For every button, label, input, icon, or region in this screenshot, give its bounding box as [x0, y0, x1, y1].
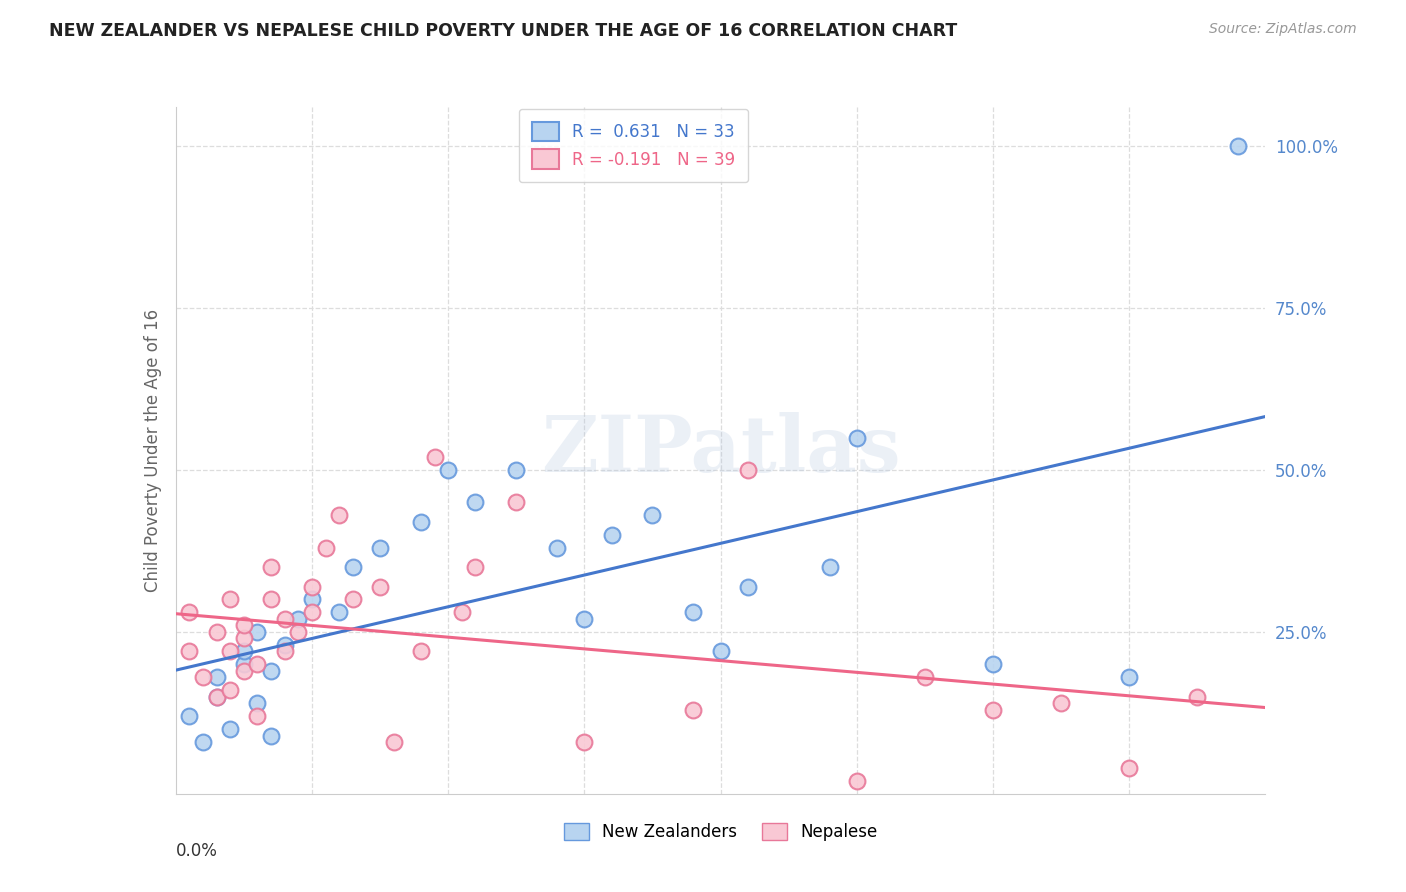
Point — [260, 729, 283, 743]
Point — [205, 690, 228, 704]
Point — [274, 638, 297, 652]
Point — [505, 463, 527, 477]
Point — [1118, 761, 1140, 775]
Point — [1187, 690, 1209, 704]
Legend: New Zealanders, Nepalese: New Zealanders, Nepalese — [557, 816, 884, 847]
Point — [1050, 696, 1073, 710]
Text: NEW ZEALANDER VS NEPALESE CHILD POVERTY UNDER THE AGE OF 16 CORRELATION CHART: NEW ZEALANDER VS NEPALESE CHILD POVERTY … — [49, 22, 957, 40]
Point — [437, 463, 460, 477]
Point — [845, 773, 868, 788]
Point — [232, 632, 254, 646]
Point — [505, 495, 527, 509]
Point — [641, 508, 664, 523]
Point — [246, 696, 269, 710]
Point — [328, 508, 350, 523]
Point — [368, 541, 391, 555]
Text: 0.0%: 0.0% — [176, 842, 218, 860]
Point — [232, 644, 254, 658]
Point — [219, 722, 242, 736]
Point — [423, 450, 446, 464]
Point — [409, 644, 432, 658]
Point — [205, 624, 228, 639]
Point — [287, 624, 309, 639]
Point — [315, 541, 337, 555]
Point — [682, 606, 704, 620]
Point — [328, 606, 350, 620]
Point — [737, 580, 759, 594]
Point — [464, 495, 486, 509]
Point — [1227, 139, 1250, 153]
Point — [246, 657, 269, 672]
Point — [274, 612, 297, 626]
Point — [574, 612, 596, 626]
Point — [342, 560, 364, 574]
Point — [737, 463, 759, 477]
Point — [818, 560, 841, 574]
Point — [205, 670, 228, 684]
Point — [574, 735, 596, 749]
Point — [914, 670, 936, 684]
Point — [600, 527, 623, 541]
Text: ZIPatlas: ZIPatlas — [541, 412, 900, 489]
Point — [219, 592, 242, 607]
Point — [191, 670, 214, 684]
Point — [301, 606, 323, 620]
Point — [682, 703, 704, 717]
Point — [382, 735, 405, 749]
Text: Source: ZipAtlas.com: Source: ZipAtlas.com — [1209, 22, 1357, 37]
Point — [191, 735, 214, 749]
Point — [246, 709, 269, 723]
Point — [274, 644, 297, 658]
Point — [368, 580, 391, 594]
Point — [260, 560, 283, 574]
Point — [546, 541, 568, 555]
Point — [710, 644, 733, 658]
Y-axis label: Child Poverty Under the Age of 16: Child Poverty Under the Age of 16 — [143, 309, 162, 592]
Point — [981, 703, 1004, 717]
Point — [409, 515, 432, 529]
Point — [342, 592, 364, 607]
Point — [287, 612, 309, 626]
Point — [179, 644, 201, 658]
Point — [260, 664, 283, 678]
Point — [246, 624, 269, 639]
Point — [179, 606, 201, 620]
Point — [179, 709, 201, 723]
Point — [845, 430, 868, 444]
Point — [464, 560, 486, 574]
Point — [301, 592, 323, 607]
Point — [219, 683, 242, 698]
Point — [219, 644, 242, 658]
Point — [232, 664, 254, 678]
Point — [260, 592, 283, 607]
Point — [301, 580, 323, 594]
Point — [450, 606, 472, 620]
Point — [1118, 670, 1140, 684]
Point — [232, 657, 254, 672]
Point — [981, 657, 1004, 672]
Point — [205, 690, 228, 704]
Point — [232, 618, 254, 632]
